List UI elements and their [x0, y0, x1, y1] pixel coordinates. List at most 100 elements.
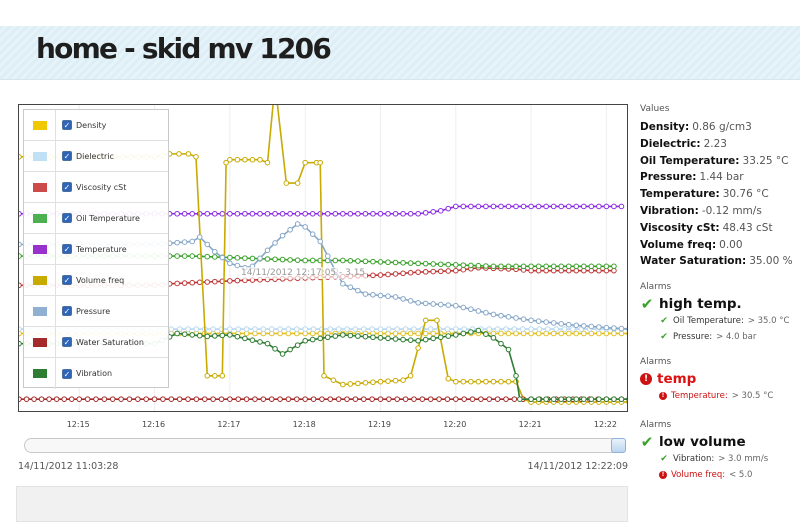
- data-point[interactable]: [181, 331, 188, 337]
- data-point[interactable]: [452, 267, 459, 274]
- data-point[interactable]: [370, 258, 376, 265]
- legend-checkbox[interactable]: ✓: [62, 151, 72, 161]
- data-point[interactable]: [490, 263, 497, 270]
- data-point[interactable]: [603, 263, 610, 270]
- data-point[interactable]: [611, 203, 617, 210]
- data-point[interactable]: [498, 340, 504, 347]
- legend-checkbox[interactable]: ✓: [62, 337, 72, 347]
- data-point[interactable]: [422, 269, 429, 275]
- data-point[interactable]: [422, 336, 429, 343]
- data-point[interactable]: [478, 396, 484, 402]
- data-point[interactable]: [340, 381, 346, 388]
- data-point[interactable]: [317, 159, 324, 166]
- data-point[interactable]: [550, 320, 557, 326]
- data-point[interactable]: [193, 396, 200, 402]
- data-point[interactable]: [227, 396, 233, 402]
- data-point[interactable]: [227, 254, 233, 261]
- data-point[interactable]: [460, 262, 467, 268]
- data-point[interactable]: [352, 326, 359, 332]
- data-point[interactable]: [468, 203, 474, 210]
- legend-checkbox[interactable]: ✓: [62, 306, 72, 316]
- legend-item[interactable]: ✓ Density: [24, 110, 168, 141]
- data-point[interactable]: [498, 330, 504, 337]
- data-point[interactable]: [535, 330, 542, 337]
- data-point[interactable]: [294, 257, 301, 263]
- data-point[interactable]: [19, 210, 22, 217]
- data-point[interactable]: [377, 259, 384, 265]
- data-point[interactable]: [335, 396, 342, 402]
- data-point[interactable]: [362, 291, 369, 297]
- data-point[interactable]: [340, 281, 346, 287]
- data-point[interactable]: [330, 377, 337, 383]
- data-point[interactable]: [377, 272, 384, 278]
- data-point[interactable]: [452, 326, 459, 332]
- data-point[interactable]: [581, 323, 587, 329]
- data-point[interactable]: [430, 330, 436, 337]
- data-point[interactable]: [249, 255, 256, 262]
- data-point[interactable]: [257, 210, 263, 217]
- data-point[interactable]: [189, 253, 196, 259]
- data-point[interactable]: [68, 396, 75, 402]
- data-point[interactable]: [46, 396, 52, 402]
- data-point[interactable]: [101, 396, 108, 402]
- data-point[interactable]: [264, 340, 271, 347]
- data-point[interactable]: [445, 375, 452, 382]
- data-point[interactable]: [335, 326, 342, 332]
- data-point[interactable]: [513, 373, 519, 379]
- time-range-slider[interactable]: [24, 438, 626, 453]
- data-point[interactable]: [430, 335, 436, 342]
- data-point[interactable]: [385, 259, 391, 266]
- data-point[interactable]: [204, 373, 211, 379]
- data-point[interactable]: [596, 324, 602, 330]
- data-point[interactable]: [181, 280, 188, 286]
- data-point[interactable]: [486, 396, 493, 402]
- data-point[interactable]: [287, 227, 293, 233]
- data-point[interactable]: [227, 260, 233, 267]
- data-point[interactable]: [196, 234, 203, 240]
- data-point[interactable]: [520, 330, 527, 337]
- data-point[interactable]: [407, 260, 414, 266]
- data-point[interactable]: [309, 336, 316, 343]
- data-point[interactable]: [498, 203, 504, 210]
- data-point[interactable]: [588, 263, 595, 270]
- data-point[interactable]: [550, 330, 557, 337]
- data-point[interactable]: [234, 255, 241, 261]
- data-point[interactable]: [174, 253, 180, 259]
- data-point[interactable]: [287, 210, 293, 217]
- data-point[interactable]: [294, 221, 301, 227]
- data-point[interactable]: [234, 156, 241, 163]
- data-point[interactable]: [422, 300, 429, 307]
- data-point[interactable]: [385, 335, 391, 342]
- legend-item[interactable]: ✓ Water Saturation: [24, 327, 168, 358]
- data-point[interactable]: [19, 282, 22, 289]
- data-point[interactable]: [535, 396, 542, 402]
- data-point[interactable]: [218, 396, 225, 402]
- data-point[interactable]: [468, 262, 474, 269]
- data-point[interactable]: [126, 396, 133, 402]
- data-point[interactable]: [400, 330, 406, 337]
- data-point[interactable]: [249, 337, 256, 343]
- legend-checkbox[interactable]: ✓: [62, 275, 72, 285]
- data-point[interactable]: [347, 257, 354, 264]
- data-point[interactable]: [505, 314, 512, 320]
- data-point[interactable]: [415, 337, 421, 344]
- data-point[interactable]: [434, 317, 440, 324]
- data-point[interactable]: [362, 333, 369, 340]
- chart-area[interactable]: ✓ Density ✓ Dielectric ✓ Viscosity cSt ✓ Oil Te…: [18, 104, 628, 412]
- data-point[interactable]: [201, 396, 208, 402]
- data-point[interactable]: [370, 334, 376, 341]
- data-point[interactable]: [400, 210, 406, 217]
- data-point[interactable]: [553, 326, 560, 332]
- data-point[interactable]: [561, 326, 568, 332]
- data-point[interactable]: [437, 208, 444, 214]
- data-point[interactable]: [219, 254, 226, 261]
- data-point[interactable]: [460, 266, 467, 273]
- data-point[interactable]: [279, 210, 286, 217]
- legend-item[interactable]: ✓ Dielectric: [24, 141, 168, 172]
- data-point[interactable]: [520, 316, 527, 322]
- data-point[interactable]: [437, 334, 444, 341]
- data-point[interactable]: [370, 210, 376, 217]
- data-point[interactable]: [400, 296, 406, 302]
- data-point[interactable]: [430, 301, 436, 307]
- data-point[interactable]: [268, 326, 275, 332]
